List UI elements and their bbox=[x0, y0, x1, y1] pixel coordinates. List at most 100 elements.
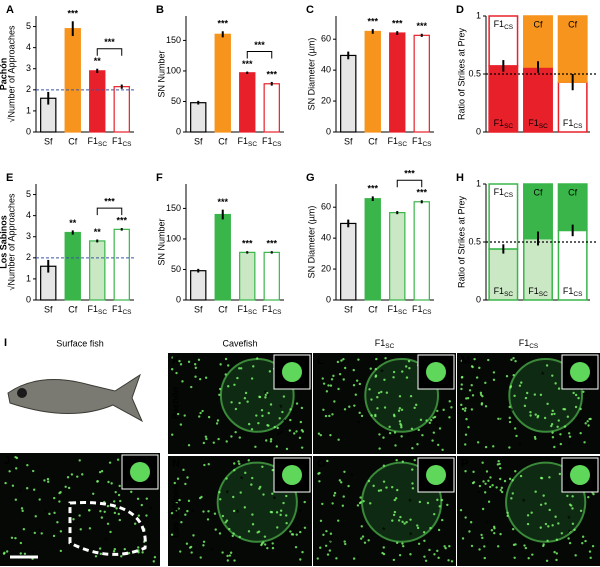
y-tick-label: 0.5 bbox=[468, 236, 481, 246]
neuromast bbox=[180, 521, 183, 524]
x-tick-label: Sf bbox=[44, 304, 53, 314]
neuromast bbox=[342, 495, 345, 498]
neuromast bbox=[243, 506, 247, 509]
neuromast bbox=[340, 359, 343, 362]
panel-title: Surface fish bbox=[56, 338, 104, 348]
neuromast bbox=[110, 482, 113, 485]
neuromast bbox=[374, 413, 377, 417]
neuromast bbox=[303, 500, 306, 504]
neuromast bbox=[423, 555, 426, 558]
neuromast bbox=[181, 380, 184, 383]
neuromast bbox=[137, 549, 140, 552]
neuromast bbox=[546, 539, 549, 543]
neuromast bbox=[536, 414, 540, 418]
neuromast bbox=[233, 462, 236, 465]
neuromast bbox=[81, 473, 84, 476]
neuromast bbox=[228, 554, 232, 557]
y-tick-label: 3 bbox=[26, 63, 31, 73]
neuromast bbox=[513, 427, 517, 430]
neuromast bbox=[465, 417, 468, 421]
neuromast bbox=[567, 432, 571, 435]
asterisk: * bbox=[338, 374, 342, 384]
neuromast bbox=[106, 522, 110, 525]
neuromast bbox=[512, 356, 515, 360]
neuromast bbox=[264, 396, 267, 399]
y-tick-label: 40 bbox=[321, 233, 331, 243]
fish-eye bbox=[17, 388, 27, 398]
neuromast bbox=[237, 460, 240, 463]
segment-label: F1CS bbox=[494, 187, 514, 198]
asterisk: * bbox=[279, 403, 283, 413]
neuromast bbox=[233, 383, 236, 386]
neuromast bbox=[261, 414, 264, 418]
neuromast bbox=[333, 400, 336, 403]
neuromast bbox=[325, 529, 328, 533]
neuromast bbox=[461, 375, 464, 379]
neuromast bbox=[360, 414, 364, 418]
neuromast bbox=[331, 502, 334, 505]
neuromast bbox=[256, 531, 259, 534]
neuromast bbox=[393, 431, 397, 434]
asterisk: * bbox=[513, 544, 517, 554]
neuromast bbox=[433, 512, 436, 516]
neuromast bbox=[340, 481, 343, 484]
neuromast bbox=[103, 510, 106, 513]
neuromast bbox=[31, 469, 35, 473]
panel-letter: E bbox=[6, 172, 13, 184]
x-tick-label: F1CS bbox=[262, 136, 282, 147]
neuromast bbox=[572, 391, 575, 395]
bar bbox=[89, 240, 106, 301]
neuromast bbox=[186, 476, 189, 479]
neuromast bbox=[384, 357, 387, 360]
neuromast bbox=[216, 419, 220, 422]
asterisk: * bbox=[510, 407, 514, 417]
neuromast bbox=[206, 518, 210, 521]
asterisk: * bbox=[409, 531, 413, 541]
neuromast bbox=[360, 537, 363, 540]
neuromast bbox=[533, 435, 537, 439]
neuromast bbox=[499, 489, 502, 492]
neuromast bbox=[176, 477, 180, 480]
neuromast bbox=[70, 473, 74, 476]
neuromast bbox=[251, 523, 255, 526]
neuromast bbox=[256, 357, 259, 360]
segment-label: Cf bbox=[568, 19, 577, 29]
x-tick-label: Cf bbox=[68, 136, 77, 146]
neuromast bbox=[276, 526, 279, 529]
neuromast bbox=[488, 485, 492, 489]
neuromast bbox=[226, 554, 229, 558]
neuromast bbox=[234, 430, 237, 434]
neuromast bbox=[227, 385, 230, 388]
neuromast bbox=[179, 550, 182, 553]
y-tick-label: 1 bbox=[476, 178, 481, 188]
neuromast bbox=[22, 528, 26, 531]
neuromast bbox=[295, 402, 299, 405]
neuromast bbox=[352, 384, 356, 387]
asterisk: * bbox=[407, 431, 411, 441]
neuromast bbox=[369, 502, 372, 505]
neuromast bbox=[401, 542, 404, 545]
panel-letter: K bbox=[172, 355, 180, 367]
neuromast bbox=[175, 501, 178, 505]
y-tick-label: 0 bbox=[476, 126, 481, 136]
asterisk: * bbox=[38, 527, 42, 537]
neuromast bbox=[511, 527, 515, 531]
neuromast bbox=[170, 533, 174, 536]
neuromast bbox=[214, 528, 217, 531]
neuromast bbox=[34, 515, 37, 518]
neuromast bbox=[238, 535, 241, 539]
neuromast bbox=[543, 416, 547, 420]
neuromast bbox=[353, 404, 356, 407]
neuromast bbox=[450, 560, 454, 563]
neuromast bbox=[554, 382, 557, 385]
neuromast bbox=[411, 487, 415, 490]
neuromast bbox=[254, 445, 257, 448]
neuromast bbox=[557, 387, 561, 390]
neuromast bbox=[107, 480, 110, 484]
neuromast bbox=[285, 521, 288, 525]
bar-segment bbox=[523, 66, 553, 133]
asterisk: * bbox=[272, 441, 276, 451]
neuromast bbox=[99, 510, 102, 513]
neuromast bbox=[266, 546, 269, 550]
neuromast bbox=[588, 550, 592, 553]
